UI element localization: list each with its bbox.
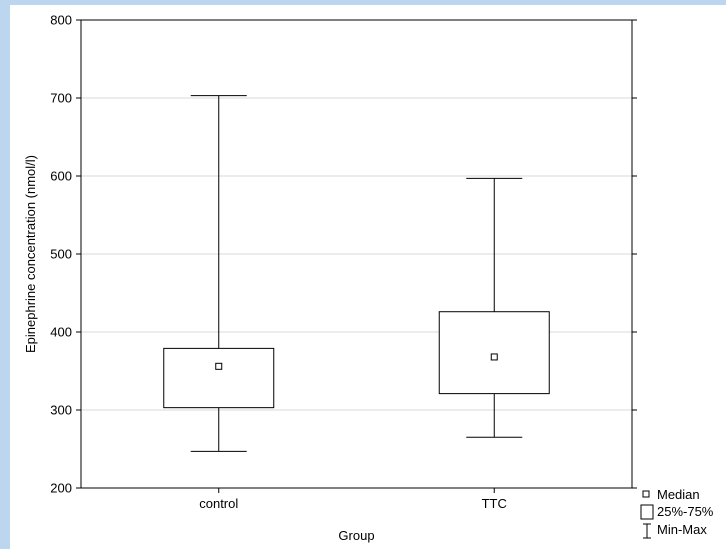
- y-tick-label: 600: [50, 169, 72, 184]
- median-marker: [215, 362, 223, 370]
- y-tick-label: 500: [50, 247, 72, 262]
- left-border-band: [0, 0, 10, 549]
- y-tick-label: 200: [50, 481, 72, 496]
- legend-median-symbol: [642, 490, 650, 498]
- y-tick-label: 300: [50, 403, 72, 418]
- y-tick-label: 800: [50, 13, 72, 28]
- top-border-band: [0, 0, 726, 5]
- legend-box-label: 25%-75%: [657, 504, 714, 519]
- iqr-box: [438, 311, 550, 395]
- y-tick-label: 400: [50, 325, 72, 340]
- median-marker: [490, 353, 498, 361]
- x-tick-label: TTC: [482, 496, 507, 511]
- x-tick-label: control: [199, 496, 238, 511]
- y-axis-title: Epinephrine concentration (nmol/l): [23, 155, 38, 353]
- iqr-box: [163, 347, 275, 409]
- y-tick-label: 700: [50, 91, 72, 106]
- legend-whisker-label: Min-Max: [657, 522, 707, 537]
- legend-median-label: Median: [657, 487, 700, 502]
- x-axis-title: Group: [338, 528, 374, 543]
- legend-box-symbol: [640, 504, 654, 520]
